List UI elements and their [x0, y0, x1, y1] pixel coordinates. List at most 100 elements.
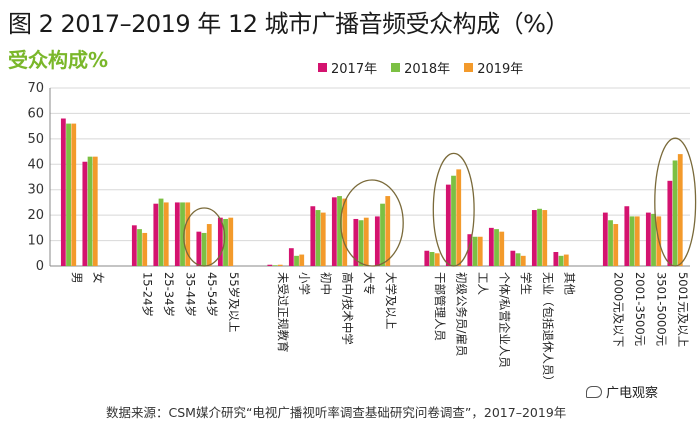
bar-2017	[624, 206, 630, 266]
bar-2018	[537, 208, 542, 266]
bar-2018	[137, 229, 142, 266]
bar-2017	[602, 212, 608, 266]
bar-2019	[363, 217, 369, 266]
bar-2018	[380, 203, 385, 266]
data-source-note: 数据来源：CSM媒介研究“电视广播视听率调查基础研究问卷调查”，2017–201…	[106, 405, 567, 420]
x-category-label: 学生	[519, 272, 533, 295]
bar-2019	[613, 224, 619, 266]
legend-swatch-2017	[318, 63, 327, 72]
x-category-label: 5001元及以上	[676, 272, 690, 347]
bar-2019	[277, 264, 283, 266]
bar-2019	[434, 253, 440, 266]
bar-2017	[667, 180, 673, 266]
bar-2018	[201, 232, 207, 266]
bar-2017	[174, 202, 180, 266]
chat-bubble-icon	[586, 385, 602, 398]
highlight-ellipse	[183, 207, 226, 267]
legend-item-2018: 2018年	[391, 58, 450, 77]
y-tick-label: 0	[36, 259, 44, 274]
bar-2017	[60, 118, 66, 266]
highlight-ellipse	[340, 179, 404, 267]
x-category-label: 初中	[319, 272, 333, 295]
x-category-label: 55岁及以上	[227, 272, 241, 333]
legend-item-2017: 2017年	[318, 58, 377, 77]
bar-2019	[677, 154, 683, 266]
bar-2018	[629, 216, 635, 266]
legend-item-2019: 2019年	[464, 58, 523, 77]
bar-2018	[451, 175, 456, 266]
x-category-label: 小学	[298, 272, 312, 295]
bar-2018	[494, 229, 499, 266]
bar-2018	[272, 265, 278, 266]
x-category-label: 2001-3500元	[633, 272, 647, 347]
x-category-label: 3501-5000元	[655, 272, 669, 347]
bar-2017	[196, 231, 202, 266]
x-category-label: 45-54岁	[205, 272, 219, 317]
bar-2018	[472, 236, 478, 266]
x-category-label: 工人	[476, 272, 490, 295]
legend-label-2017: 2017年	[331, 62, 378, 77]
bar-2019	[163, 202, 169, 266]
bar-2018	[608, 220, 613, 266]
x-category-label: 25-34岁	[162, 272, 176, 317]
y-tick-label: 60	[27, 106, 44, 121]
y-tick-label: 40	[27, 157, 44, 172]
legend: 2017年 2018年 2019年	[318, 58, 523, 77]
bar-2019	[499, 231, 505, 266]
legend-swatch-2018	[391, 63, 401, 72]
watermark-text: 广电观察	[606, 386, 659, 401]
x-category-label: 大学及以上	[384, 272, 398, 330]
bar-2019	[342, 198, 348, 266]
bar-2019	[477, 236, 483, 266]
highlight-ellipse	[654, 137, 697, 267]
x-category-label: 干部管理人员	[433, 272, 447, 341]
bar-2017	[467, 234, 473, 266]
bar-2017	[445, 184, 451, 266]
y-tick-label: 70	[27, 81, 44, 96]
bar-2019	[299, 254, 305, 266]
bar-2018	[87, 156, 93, 266]
bar-2017	[288, 248, 294, 266]
bar-2018	[429, 252, 435, 266]
bar-2019	[71, 123, 77, 266]
bar-2017	[531, 210, 537, 266]
bar-2019	[385, 196, 391, 266]
bar-2018	[315, 210, 321, 266]
bar-2018	[294, 255, 299, 266]
bar-2017	[82, 161, 88, 266]
bar-2019	[142, 232, 148, 266]
bar-2019	[456, 169, 462, 266]
x-category-label: 男	[70, 272, 84, 284]
bar-2019	[520, 255, 526, 266]
bar-2017	[353, 218, 359, 266]
x-category-label: 女	[91, 272, 105, 284]
bar-2017	[153, 203, 159, 266]
highlight-ellipse	[432, 152, 475, 267]
x-category-label: 无业（包括退休人员）	[541, 272, 555, 387]
bar-2019	[634, 216, 640, 266]
x-category-label: 15-24岁	[141, 272, 155, 317]
bar-2017	[374, 216, 380, 266]
bar-2017	[488, 227, 494, 266]
bar-2018	[558, 255, 564, 266]
bar-2017	[424, 250, 430, 266]
bar-2019	[206, 224, 212, 266]
bar-2017	[217, 217, 223, 266]
bar-2018	[651, 213, 656, 266]
bar-2019	[228, 217, 234, 266]
bar-2017	[310, 206, 316, 266]
bar-2017	[553, 252, 559, 266]
chart-title: 图 2 2017–2019 年 12 城市广播音频受众构成（%）	[8, 10, 569, 38]
x-category-label: 大专	[362, 272, 376, 295]
bar-2019	[563, 254, 569, 266]
bar-2017	[645, 212, 651, 266]
bar-2018	[672, 160, 678, 266]
bar-2018	[358, 220, 364, 266]
bar-2018	[337, 196, 342, 266]
x-category-label: 未受过正规教育	[276, 272, 290, 353]
x-category-label: 初级公务员/雇员	[455, 272, 469, 356]
bar-2018	[158, 198, 164, 266]
bar-2018	[180, 202, 185, 266]
bar-2017	[510, 250, 516, 266]
